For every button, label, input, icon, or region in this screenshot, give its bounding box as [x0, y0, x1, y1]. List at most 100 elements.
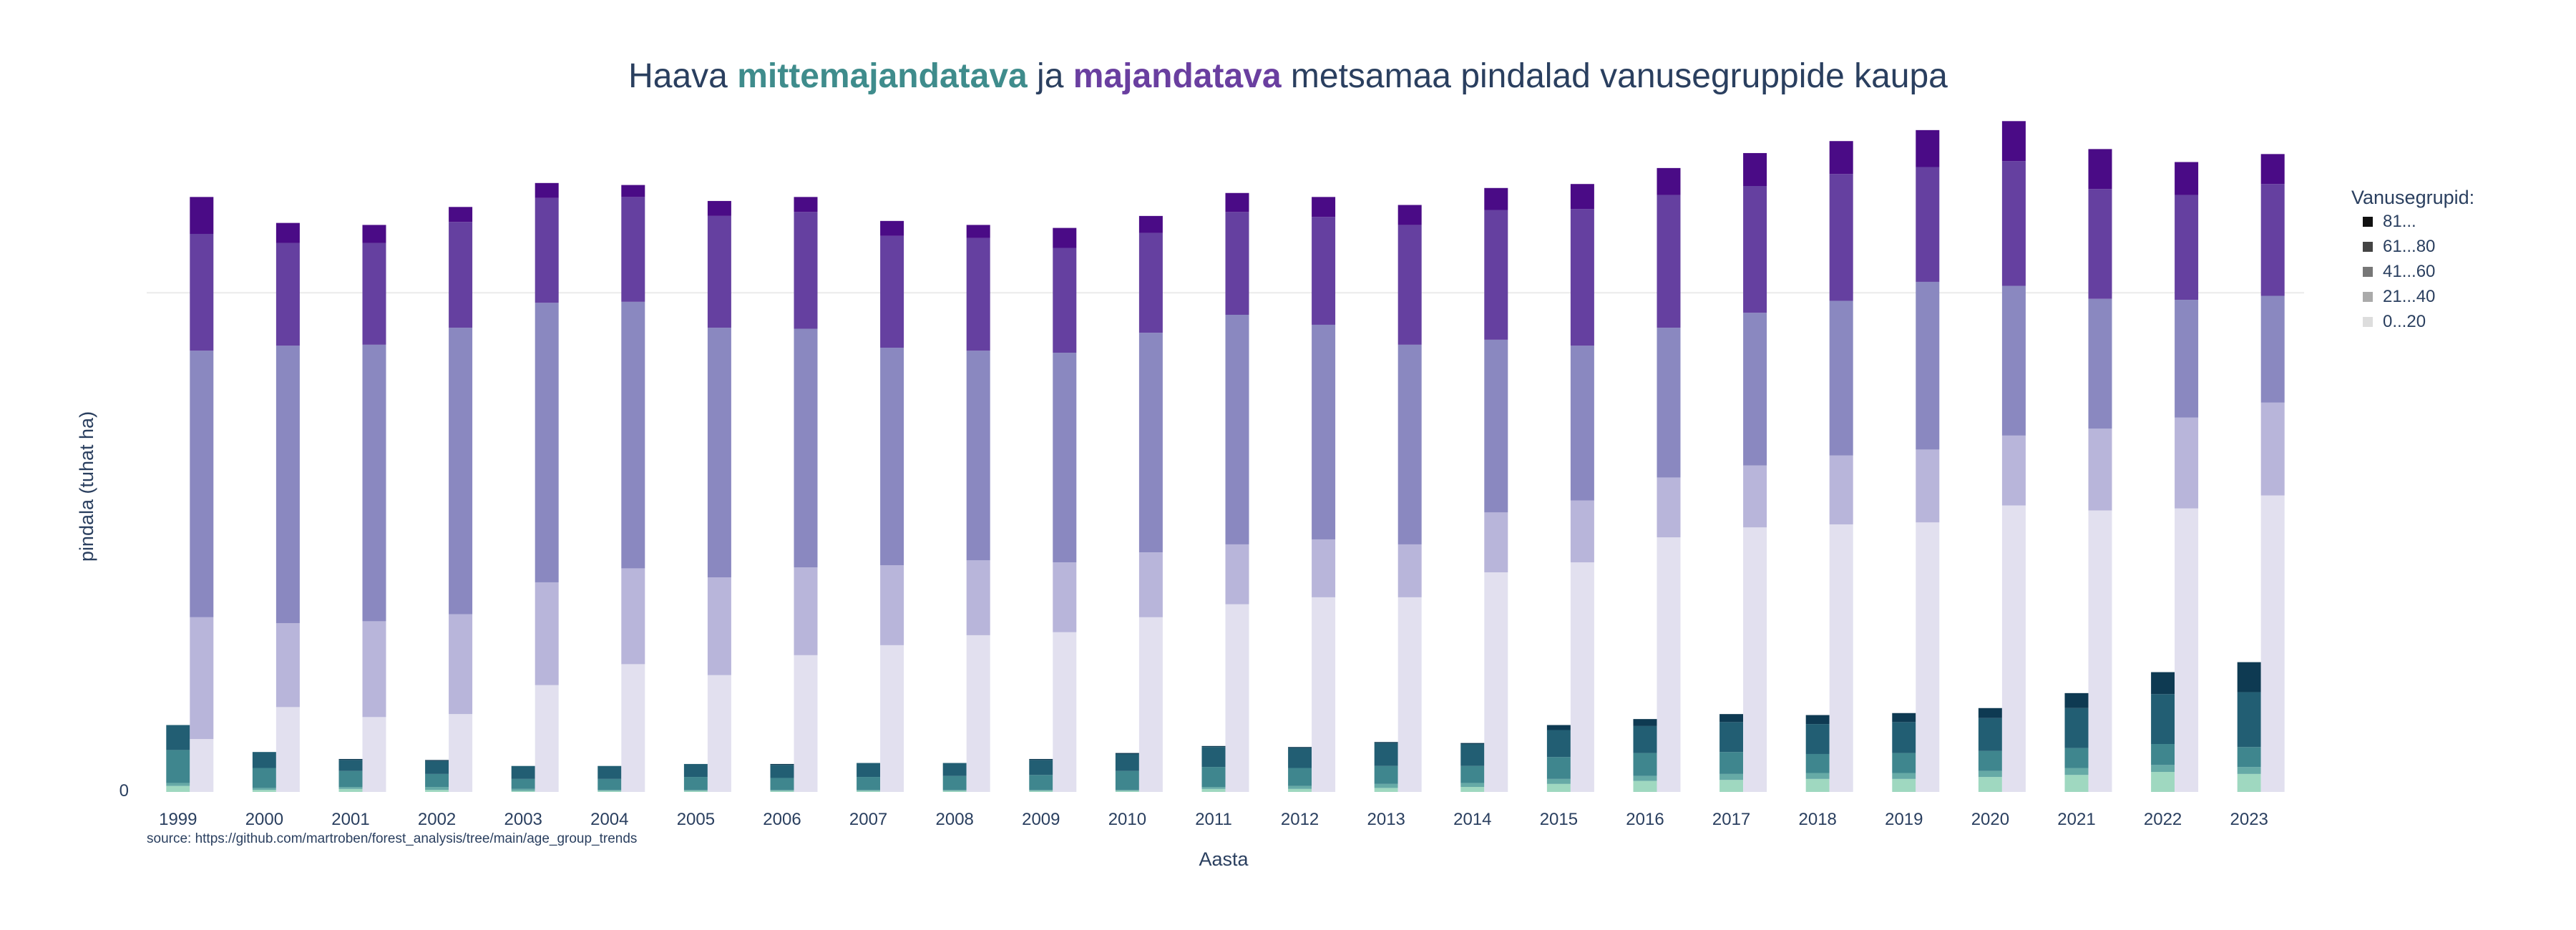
bar-majandatava-21...40-2003 [535, 582, 559, 685]
bar-majandatava-41...60-2000 [275, 346, 300, 624]
bar-mittemajandatava-61...80-2001 [338, 760, 363, 771]
bar-mittemajandatava-81...-2017 [1719, 714, 1744, 723]
bar-mittemajandatava-81...-2014 [1460, 743, 1485, 745]
x-tick-label-2007: 2007 [849, 810, 887, 829]
bar-majandatava-41...60-2005 [707, 328, 731, 577]
legend-label-41...60: 41...60 [2383, 262, 2435, 281]
x-tick-label-2005: 2005 [677, 810, 715, 829]
legend-swatch-81... [2363, 217, 2373, 227]
bar-majandatava-21...40-2005 [707, 577, 731, 675]
bar-mittemajandatava-21...40-2001 [338, 787, 363, 789]
bar-majandatava-61...80-2004 [621, 197, 645, 302]
x-tick-label-2022: 2022 [2144, 810, 2182, 829]
bar-majandatava-41...60-2021 [2088, 298, 2112, 429]
x-tick-label-2018: 2018 [1799, 810, 1837, 829]
bar-mittemajandatava-81...-2001 [338, 758, 363, 760]
bar-majandatava-41...60-2007 [880, 348, 904, 566]
bar-mittemajandatava-41...60-2019 [1892, 753, 1916, 773]
bar-mittemajandatava-21...40-2020 [1978, 770, 2002, 778]
bar-mittemajandatava-21...40-2013 [1374, 783, 1398, 788]
bar-mittemajandatava-0...20-2023 [2237, 773, 2261, 792]
bar-mittemajandatava-21...40-2021 [2064, 768, 2089, 775]
legend-title: Vanusegrupid: [2351, 187, 2474, 208]
bar-majandatava-61...80-2018 [1829, 174, 1853, 301]
bar-mittemajandatava-41...60-2014 [1460, 765, 1485, 783]
x-tick-label-2002: 2002 [418, 810, 456, 829]
bar-mittemajandatava-61...80-1999 [166, 725, 190, 750]
bar-majandatava-81...-2003 [535, 182, 559, 198]
y-axis-label: pindala (tuhat ha) [76, 411, 97, 562]
bar-mittemajandatava-81...-2018 [1805, 715, 1830, 725]
bar-majandatava-0...20-2023 [2260, 495, 2285, 792]
bar-mittemajandatava-81...-2009 [1029, 758, 1053, 760]
bar-mittemajandatava-61...80-2018 [1805, 724, 1830, 754]
bar-mittemajandatava-81...-2023 [2237, 662, 2261, 692]
bar-majandatava-0...20-2015 [1570, 562, 1594, 792]
bar-majandatava-81...-2011 [1225, 192, 1249, 212]
bar-mittemajandatava-61...80-2017 [1719, 722, 1744, 753]
bar-majandatava-0...20-2021 [2088, 510, 2112, 792]
bar-mittemajandatava-81...-2011 [1201, 745, 1226, 748]
bar-mittemajandatava-81...-2012 [1288, 747, 1312, 748]
bar-majandatava-0...20-2011 [1225, 604, 1249, 792]
bar-mittemajandatava-61...80-2015 [1546, 730, 1571, 758]
bar-majandatava-41...60-2009 [1053, 353, 1077, 563]
bar-majandatava-61...80-2007 [880, 235, 904, 348]
bar-mittemajandatava-0...20-2022 [2151, 772, 2175, 792]
bar-majandatava-41...60-2006 [794, 328, 818, 568]
bar-majandatava-61...80-2009 [1053, 248, 1077, 353]
bar-majandatava-41...60-2022 [2175, 300, 2199, 418]
bar-majandatava-41...60-2016 [1657, 328, 1681, 478]
x-tick-label-2016: 2016 [1626, 810, 1664, 829]
legend-swatch-0...20 [2363, 317, 2373, 327]
bar-majandatava-0...20-2007 [880, 645, 904, 792]
bar-majandatava-0...20-2004 [621, 664, 645, 792]
bar-mittemajandatava-41...60-2016 [1633, 753, 1657, 776]
chart-title-part-4: metsamaa pindalad vanusegruppide kaupa [1282, 57, 1948, 95]
bar-majandatava-21...40-2022 [2175, 417, 2199, 509]
bar-mittemajandatava-0...20-2002 [425, 790, 449, 792]
bar-majandatava-81...-2007 [880, 220, 904, 236]
bar-majandatava-0...20-2019 [1916, 522, 1940, 792]
bar-majandatava-81...-2013 [1397, 205, 1422, 225]
bar-majandatava-21...40-2001 [362, 621, 386, 718]
bar-mittemajandatava-41...60-2007 [857, 777, 881, 790]
bar-majandatava-81...-2015 [1570, 184, 1594, 210]
bar-majandatava-0...20-2010 [1138, 617, 1163, 792]
x-tick-label-2001: 2001 [331, 810, 369, 829]
bar-majandatava-21...40-1999 [190, 617, 214, 740]
bar-majandatava-61...80-2017 [1743, 186, 1767, 313]
bar-mittemajandatava-21...40-2016 [1633, 775, 1657, 781]
bar-mittemajandatava-41...60-2017 [1719, 752, 1744, 774]
legend-swatch-61...80 [2363, 242, 2373, 252]
bar-mittemajandatava-41...60-2000 [252, 768, 276, 788]
bar-mittemajandatava-61...80-2008 [942, 763, 967, 776]
bar-mittemajandatava-0...20-2016 [1633, 780, 1657, 792]
legend-label-0...20: 0...20 [2383, 312, 2426, 331]
bar-majandatava-0...20-2000 [275, 707, 300, 792]
bar-majandatava-61...80-2019 [1916, 167, 1940, 282]
bar-mittemajandatava-41...60-2022 [2151, 744, 2175, 765]
bar-majandatava-0...20-1999 [190, 739, 214, 792]
bar-majandatava-0...20-2022 [2175, 508, 2199, 792]
bar-mittemajandatava-21...40-2011 [1201, 787, 1226, 789]
bar-majandatava-61...80-2001 [362, 243, 386, 345]
bar-mittemajandatava-0...20-2006 [770, 790, 794, 792]
bar-majandatava-41...60-2001 [362, 344, 386, 622]
bar-mittemajandatava-41...60-1999 [166, 750, 190, 783]
bar-majandatava-81...-2005 [707, 200, 731, 216]
bar-mittemajandatava-61...80-2009 [1029, 760, 1053, 775]
bar-mittemajandatava-21...40-2003 [511, 788, 535, 791]
bar-mittemajandatava-21...40-1999 [166, 783, 190, 786]
bar-mittemajandatava-0...20-2018 [1805, 778, 1830, 792]
x-tick-label-2020: 2020 [1971, 810, 2009, 829]
bar-mittemajandatava-61...80-2012 [1288, 748, 1312, 768]
bar-mittemajandatava-41...60-2002 [425, 773, 449, 788]
bar-majandatava-21...40-2012 [1312, 539, 1336, 597]
bar-majandatava-61...80-2005 [707, 215, 731, 328]
x-tick-label-2006: 2006 [763, 810, 801, 829]
bar-majandatava-41...60-2004 [621, 301, 645, 569]
bar-mittemajandatava-0...20-2004 [597, 790, 622, 792]
bar-mittemajandatava-21...40-2022 [2151, 765, 2175, 773]
bar-mittemajandatava-81...-2020 [1978, 708, 2002, 718]
